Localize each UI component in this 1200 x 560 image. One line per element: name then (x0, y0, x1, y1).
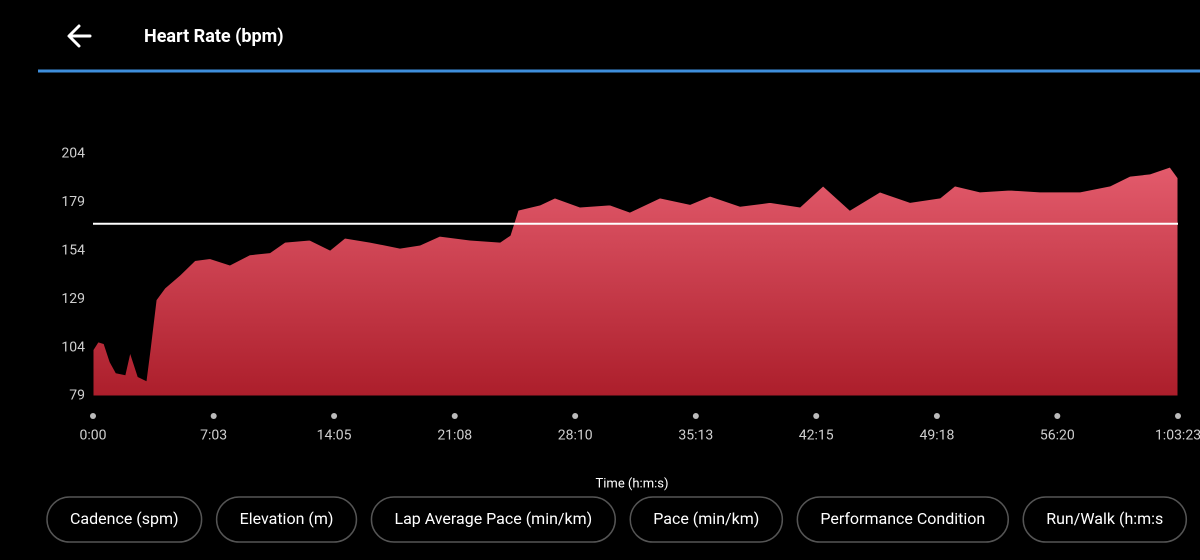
y-tick-label: 79 (69, 388, 85, 404)
x-tick-dot (210, 413, 217, 419)
metric-button-label[interactable]: Run/Walk (h:m:s (1046, 509, 1163, 528)
x-tick-dot (813, 413, 820, 419)
x-tick-label: 0:00 (80, 428, 107, 444)
metric-button-outline[interactable] (46, 496, 203, 543)
x-tick-label: 56:20 (1040, 428, 1075, 444)
y-tick-label: 179 (61, 194, 85, 210)
x-tick-label: 14:05 (317, 428, 352, 444)
back-button[interactable] (67, 24, 92, 48)
x-tick-dot (692, 413, 699, 419)
y-tick-label: 154 (61, 243, 85, 259)
x-tick-label: 28:10 (558, 428, 593, 444)
metric-button[interactable]: Elevation (m) (215, 496, 358, 543)
metric-button-label[interactable]: Pace (min/km) (653, 509, 759, 528)
x-tick-label: 21:08 (437, 428, 472, 444)
x-tick-label: 1:03:23 (1155, 428, 1200, 444)
metric-button-outline[interactable] (796, 496, 1009, 543)
metric-button[interactable]: Run/Walk (h:m:s (1022, 496, 1188, 543)
metric-button[interactable]: Pace (min/km) (629, 496, 784, 543)
x-tick-label: 35:13 (678, 428, 713, 444)
x-tick-dot (1175, 413, 1181, 419)
x-tick-dot (1054, 413, 1061, 419)
metric-button-label[interactable]: Elevation (m) (240, 509, 334, 528)
x-axis-title: Time (h:m:s) (596, 476, 669, 491)
x-tick-label: 42:15 (799, 428, 834, 444)
metric-button-outline[interactable] (215, 496, 358, 543)
x-tick-dot (331, 413, 338, 419)
screen-title: Heart Rate (bpm) (144, 26, 284, 47)
metric-button[interactable]: Cadence (spm) (46, 496, 203, 543)
y-tick-label: 129 (61, 291, 85, 307)
metric-button-label[interactable]: Performance Condition (820, 509, 985, 528)
heart-rate-area (92, 166, 1179, 397)
y-tick-label: 204 (61, 146, 85, 162)
metric-button-outline[interactable] (370, 496, 616, 543)
x-tick-dot (933, 413, 940, 419)
metric-button-outline[interactable] (1022, 496, 1188, 543)
x-tick-dot (90, 413, 96, 419)
back-arrow[interactable] (67, 24, 92, 48)
x-tick-dot (572, 413, 579, 419)
metric-button[interactable]: Lap Average Pace (min/km) (370, 496, 616, 543)
metric-button-label[interactable]: Cadence (spm) (70, 509, 179, 528)
x-tick-label: 49:18 (919, 428, 954, 444)
x-tick-label: 7:03 (200, 428, 227, 444)
metric-button[interactable]: Performance Condition (796, 496, 1009, 543)
metric-button-outline[interactable] (629, 496, 784, 543)
metric-button-label[interactable]: Lap Average Pace (min/km) (394, 509, 592, 528)
x-tick-dot (451, 413, 458, 419)
y-tick-label: 104 (61, 339, 85, 355)
